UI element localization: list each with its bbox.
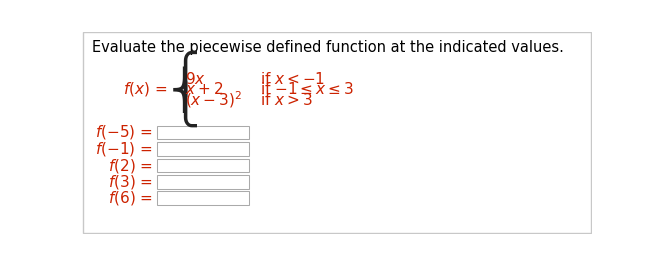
- Text: $9x$: $9x$: [184, 70, 205, 87]
- FancyBboxPatch shape: [157, 143, 249, 156]
- FancyBboxPatch shape: [83, 32, 592, 233]
- Text: ⎨: ⎨: [170, 66, 199, 113]
- FancyBboxPatch shape: [157, 159, 249, 173]
- FancyBboxPatch shape: [157, 191, 249, 205]
- Text: if $x < -1$: if $x < -1$: [261, 70, 326, 87]
- Text: $f(3)$ =: $f(3)$ =: [108, 173, 153, 191]
- Text: $f(2)$ =: $f(2)$ =: [108, 156, 153, 175]
- Text: ⎩: ⎩: [170, 82, 199, 128]
- Text: Evaluate the piecewise defined function at the indicated values.: Evaluate the piecewise defined function …: [91, 40, 563, 55]
- FancyBboxPatch shape: [157, 125, 249, 139]
- Text: $\it{f}$$\it{(x)}$ =: $\it{f}$$\it{(x)}$ =: [123, 80, 168, 98]
- Text: ⎧: ⎧: [170, 51, 199, 97]
- Text: $f(-1)$ =: $f(-1)$ =: [95, 140, 153, 158]
- Text: if $x > 3$: if $x > 3$: [261, 92, 313, 108]
- Text: $f(-5)$ =: $f(-5)$ =: [95, 123, 153, 141]
- Text: $x + 2$: $x + 2$: [184, 81, 223, 97]
- Text: $f(6)$ =: $f(6)$ =: [108, 189, 153, 207]
- Text: if $-1 \leq x \leq 3$: if $-1 \leq x \leq 3$: [261, 81, 355, 97]
- Text: $(x - 3)^2$: $(x - 3)^2$: [184, 90, 241, 110]
- FancyBboxPatch shape: [157, 175, 249, 189]
